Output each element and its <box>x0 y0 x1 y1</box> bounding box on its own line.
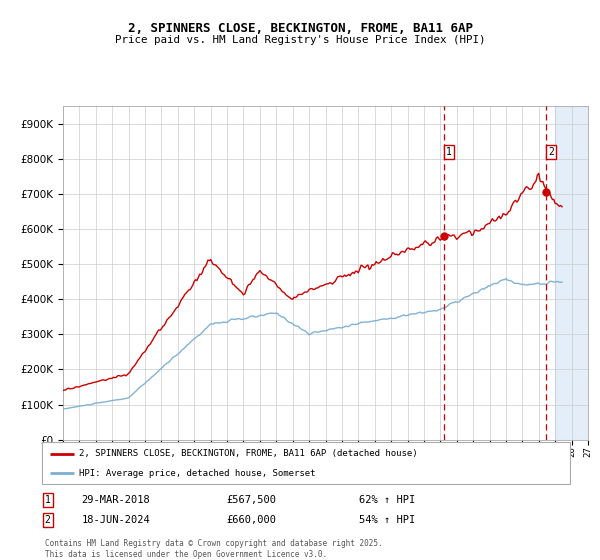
Text: Price paid vs. HM Land Registry's House Price Index (HPI): Price paid vs. HM Land Registry's House … <box>115 35 485 45</box>
Text: 62% ↑ HPI: 62% ↑ HPI <box>359 495 415 505</box>
Text: 1: 1 <box>44 495 50 505</box>
Text: 2, SPINNERS CLOSE, BECKINGTON, FROME, BA11 6AP (detached house): 2, SPINNERS CLOSE, BECKINGTON, FROME, BA… <box>79 449 418 458</box>
Text: 1: 1 <box>446 147 452 157</box>
Text: HPI: Average price, detached house, Somerset: HPI: Average price, detached house, Some… <box>79 469 316 478</box>
Text: This data is licensed under the Open Government Licence v3.0.: This data is licensed under the Open Gov… <box>44 550 327 559</box>
Text: Contains HM Land Registry data © Crown copyright and database right 2025.: Contains HM Land Registry data © Crown c… <box>44 539 382 548</box>
Text: 2: 2 <box>44 515 50 525</box>
Text: 29-MAR-2018: 29-MAR-2018 <box>82 495 151 505</box>
Bar <box>563 106 588 440</box>
Text: £567,500: £567,500 <box>227 495 277 505</box>
Text: 2, SPINNERS CLOSE, BECKINGTON, FROME, BA11 6AP: 2, SPINNERS CLOSE, BECKINGTON, FROME, BA… <box>128 22 473 35</box>
Text: 2: 2 <box>548 147 554 157</box>
Text: 18-JUN-2024: 18-JUN-2024 <box>82 515 151 525</box>
Text: £660,000: £660,000 <box>227 515 277 525</box>
Text: 54% ↑ HPI: 54% ↑ HPI <box>359 515 415 525</box>
Bar <box>555 106 588 440</box>
